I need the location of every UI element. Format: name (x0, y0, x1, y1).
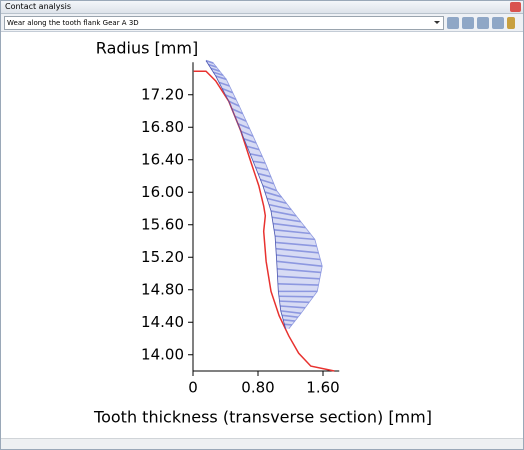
wear-hatch (278, 295, 314, 298)
wear-hatch (246, 145, 260, 151)
wear-hatch (274, 235, 315, 241)
wear-hatch (249, 153, 263, 158)
chart: Radius [mm] Tooth thickness (transverse … (93, 39, 432, 427)
wear-hatch (231, 108, 244, 115)
icon-button[interactable] (462, 17, 474, 29)
wear-hatch (280, 310, 302, 315)
wear-hatch (280, 305, 306, 309)
wear-hatch (243, 138, 257, 144)
wear-hatch (275, 247, 319, 254)
title-bar: Contact analysis (1, 1, 523, 14)
wear-hatch (283, 319, 296, 322)
wear-hatch (276, 260, 323, 267)
wear-hatch (279, 300, 310, 304)
wear-hatch (237, 123, 250, 130)
window-title: Contact analysis (5, 2, 72, 11)
icon-button[interactable] (447, 17, 459, 29)
wear-hatch (276, 254, 321, 261)
wear-hatch (225, 94, 237, 101)
icon-button[interactable] (507, 17, 515, 29)
wear-hatch (257, 172, 272, 178)
wear-hatch (240, 130, 254, 137)
wear-hatch (272, 222, 306, 229)
wear-hatch (205, 59, 214, 64)
wear-hatch (284, 323, 292, 326)
wear-hatch (213, 71, 224, 77)
y-tick-label: 16.00 (141, 183, 184, 201)
wear-hatch (228, 100, 240, 107)
icon-button[interactable] (477, 17, 489, 29)
view-dropdown[interactable]: Wear along the tooth flank Gear A 3D (4, 16, 444, 30)
wear-hatch (266, 197, 287, 204)
wear-hatch (210, 67, 221, 72)
wear-hatch (277, 268, 322, 274)
wear-hatch (273, 229, 311, 235)
x-tick-label: 0.80 (241, 379, 274, 397)
x-axis-label: Tooth thickness (transverse section) [mm… (93, 408, 432, 427)
wear-hatch (270, 210, 297, 217)
horizontal-scrollbar[interactable] (1, 438, 523, 449)
y-tick-label: 15.60 (141, 215, 184, 233)
wear-hatch (218, 81, 230, 87)
wear-hatch (234, 115, 247, 122)
wear-hatch (253, 160, 266, 164)
tooth-flank (193, 70, 335, 372)
wear-hatch (208, 63, 217, 68)
y-tick-label: 14.40 (141, 313, 184, 331)
x-tick-label: 0 (188, 379, 198, 397)
wear-hatch (255, 166, 269, 171)
wear-edge (213, 62, 323, 329)
wear-hatch (262, 184, 277, 192)
y-tick-label: 15.20 (141, 248, 184, 266)
y-tick-label: 14.00 (141, 345, 184, 363)
wear-hatch (268, 203, 292, 211)
icon-button[interactable] (492, 17, 504, 29)
close-button[interactable] (510, 2, 521, 12)
y-tick-label: 14.80 (141, 280, 184, 298)
wear-hatch (281, 314, 299, 318)
wear-hatch (221, 87, 234, 94)
y-axis-label: Radius [mm] (96, 39, 198, 58)
wear-hatch (277, 275, 320, 280)
y-tick-label: 16.80 (141, 118, 184, 136)
wear-hatch (271, 216, 301, 223)
x-tick-label: 1.60 (306, 379, 339, 397)
wear-hatch (264, 191, 282, 198)
wear-hatch (215, 75, 227, 81)
wear-edge (205, 60, 287, 329)
wear-hatch (260, 178, 275, 185)
toolbar: Wear along the tooth flank Gear A 3D (1, 14, 523, 32)
wear-area (206, 60, 323, 329)
wear-hatch (275, 241, 317, 247)
y-tick-label: 16.40 (141, 150, 184, 168)
y-tick-label: 17.20 (141, 85, 184, 103)
wear-hatch (277, 283, 319, 286)
